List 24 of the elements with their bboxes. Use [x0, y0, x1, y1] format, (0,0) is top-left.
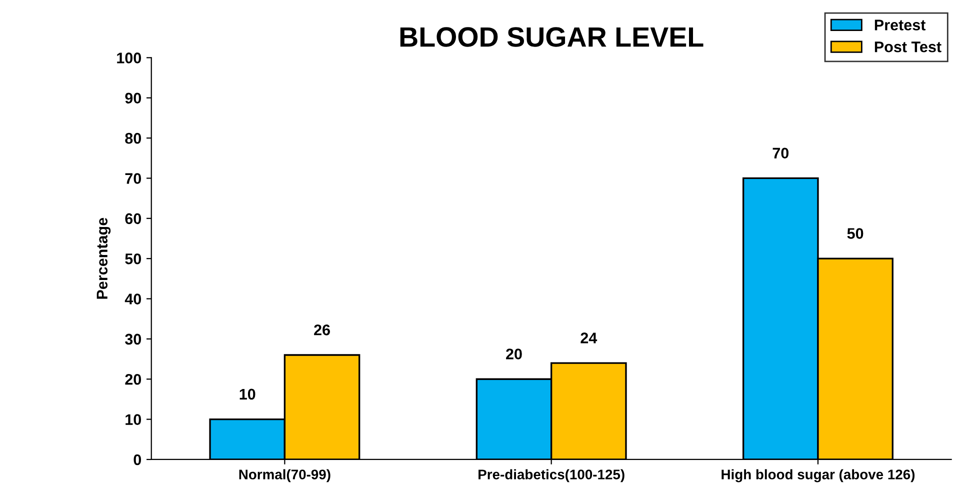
- y-tick-label: 50: [125, 253, 142, 264]
- y-tick-label: 10: [126, 414, 142, 425]
- legend-label: Post Test: [874, 42, 942, 52]
- y-tick-label: 100: [117, 52, 142, 64]
- data-label: 20: [506, 348, 522, 360]
- chart-title: BLOOD SUGAR LEVEL: [400, 27, 704, 47]
- x-tick-label: Pre-diabetics(100-125): [478, 469, 624, 482]
- y-tick-label: 90: [125, 92, 142, 104]
- data-label: 50: [847, 228, 864, 239]
- data-label: 10: [240, 388, 256, 400]
- y-tick-label: 20: [125, 374, 142, 385]
- legend-label: Pretest: [874, 20, 926, 30]
- y-tick-label: 70: [125, 173, 142, 184]
- data-label: 70: [772, 148, 789, 159]
- x-tick-label: High blood sugar (above 126): [722, 469, 915, 482]
- y-tick-label: 80: [125, 132, 142, 144]
- y-tick-label: 60: [125, 213, 142, 224]
- y-tick-label: 0: [134, 454, 142, 466]
- x-tick-label: Normal(70-99): [239, 469, 330, 482]
- y-axis-title: Percentage: [96, 218, 111, 299]
- data-label: 26: [314, 324, 330, 336]
- y-tick-label: 30: [125, 334, 142, 345]
- y-tick-label: 40: [124, 294, 142, 304]
- data-label: 24: [580, 332, 598, 344]
